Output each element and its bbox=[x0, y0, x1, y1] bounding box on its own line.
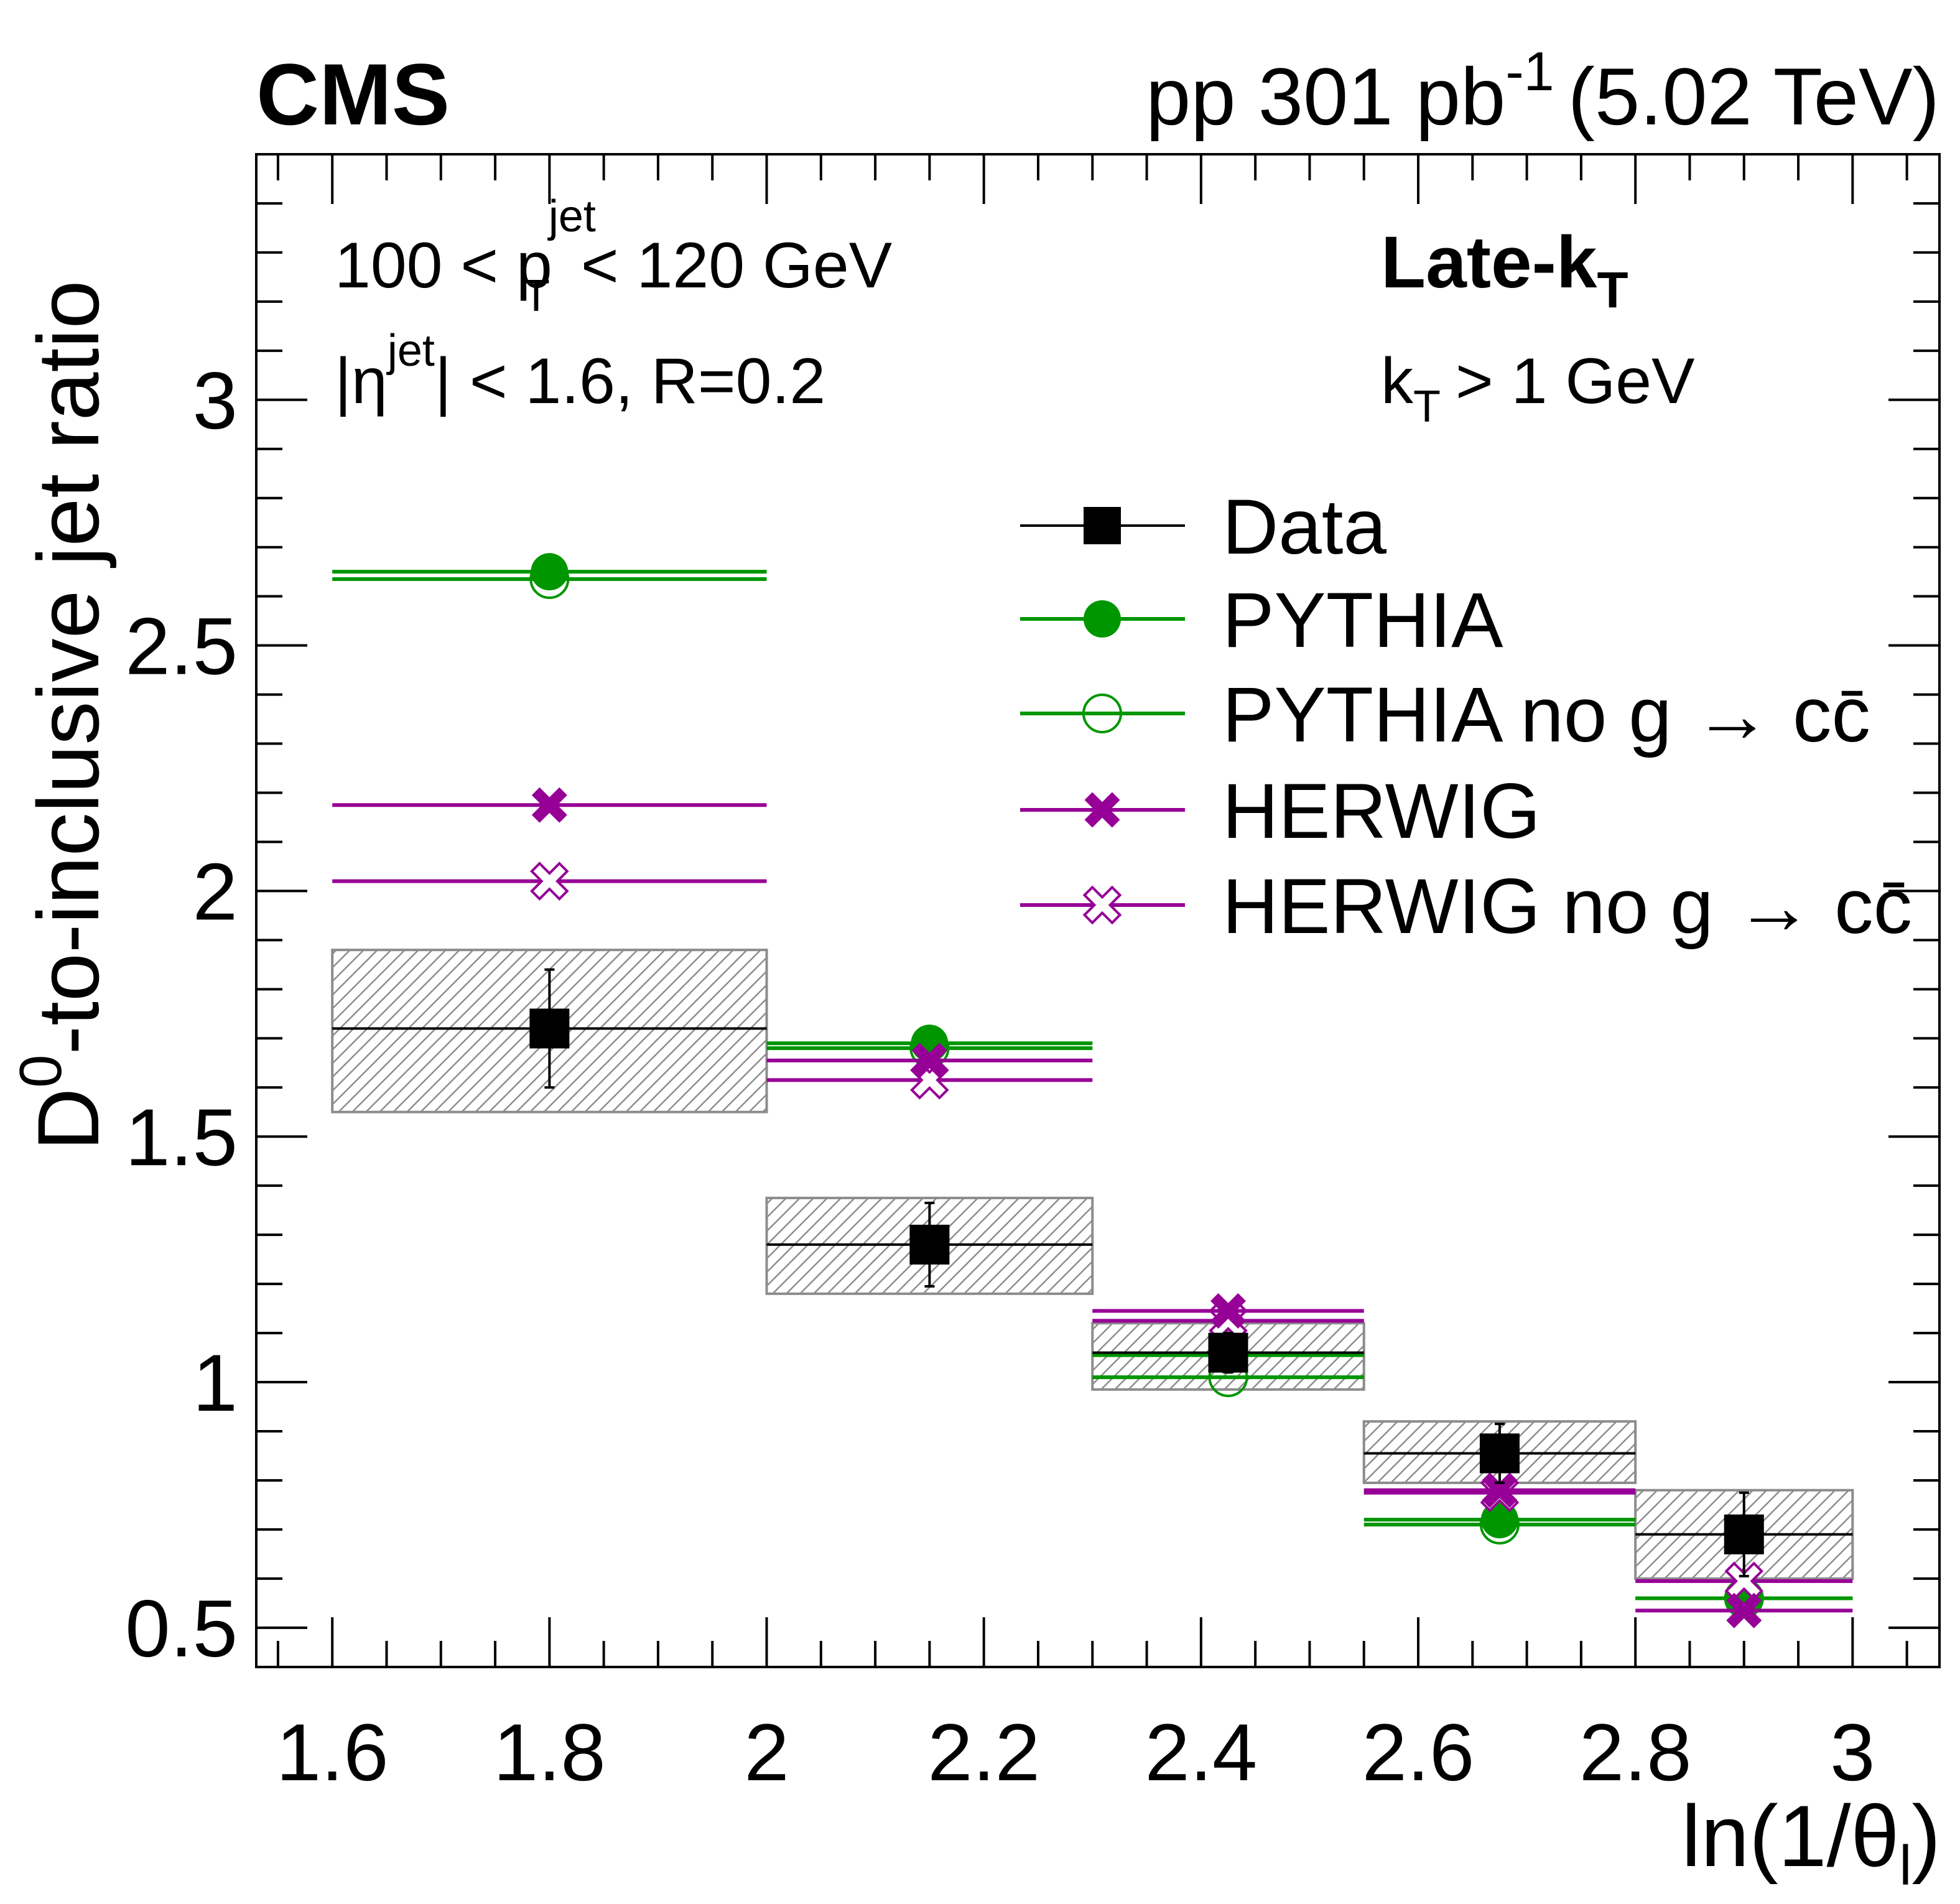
legend-label: Data bbox=[1222, 484, 1387, 570]
y-tick-label: 2.5 bbox=[125, 601, 238, 692]
legend-label: HERWIG bbox=[1222, 768, 1541, 855]
x-tick-label: 1.6 bbox=[276, 1707, 389, 1798]
legend-label: PYTHIA bbox=[1222, 577, 1503, 664]
herwig_nog-point bbox=[530, 861, 569, 901]
herwig-point bbox=[1726, 1592, 1762, 1628]
herwig-point bbox=[1482, 1472, 1518, 1508]
x-tick-label: 2.2 bbox=[927, 1707, 1040, 1798]
x-tick-label: 2.6 bbox=[1362, 1707, 1475, 1798]
y-tick-label: 3 bbox=[193, 355, 238, 446]
legend-label: PYTHIA no g → cc̄ bbox=[1222, 672, 1870, 758]
legend-entry-herwig_nog: HERWIG no g → cc̄ bbox=[1020, 863, 1912, 950]
data-point bbox=[909, 1224, 950, 1265]
luminosity-label: pp 301 pb-1 (5.02 TeV) bbox=[1146, 40, 1939, 142]
axes: 1.6 1.8 2 2.2 2.4 2.6 2.8 3 0.5 1 1.5 2 2.5 3 bbox=[125, 154, 1939, 1798]
plot-frame bbox=[255, 153, 1941, 1668]
x-tick-label: 1.8 bbox=[493, 1707, 606, 1798]
herwig-point bbox=[1210, 1293, 1246, 1329]
y-tick-label: 2 bbox=[193, 846, 238, 937]
y-tick-label: 1.5 bbox=[125, 1092, 238, 1182]
legend-marker bbox=[1082, 885, 1122, 925]
data-point bbox=[1724, 1514, 1764, 1554]
y-tick-label: 1 bbox=[193, 1337, 238, 1428]
legend-entry-pythia: PYTHIA bbox=[1020, 577, 1503, 664]
y-axis-title: D0-to-inclusive jet ratio bbox=[7, 281, 117, 1151]
data-point bbox=[529, 1008, 570, 1049]
series-herwig bbox=[332, 787, 1853, 1628]
herwig-point bbox=[911, 1043, 947, 1079]
herwig-point bbox=[531, 787, 567, 823]
x-tick-label: 3 bbox=[1830, 1707, 1875, 1798]
legend-label: HERWIG no g → cc̄ bbox=[1222, 863, 1912, 950]
x-tick-label: 2.8 bbox=[1579, 1707, 1692, 1798]
scheme-label: Late-kT bbox=[1381, 221, 1628, 318]
x-tick-label: 2.4 bbox=[1145, 1707, 1257, 1798]
legend-marker bbox=[1082, 694, 1122, 733]
data-point bbox=[1208, 1332, 1248, 1373]
legend-entry-pythia_nog: PYTHIA no g → cc̄ bbox=[1020, 672, 1870, 758]
data-series bbox=[332, 968, 1853, 1577]
pt-range-label: 100 < pjet T < 120 GeV bbox=[335, 192, 892, 321]
x-tick-label: 2 bbox=[744, 1707, 789, 1798]
pythia-point bbox=[531, 553, 569, 591]
x-axis-title: ln(1/θl) bbox=[1681, 1787, 1941, 1897]
legend-entry-herwig: HERWIG bbox=[1020, 768, 1541, 855]
legend-marker bbox=[1084, 507, 1121, 544]
experiment-label: CMS bbox=[256, 45, 450, 143]
selection-annotations: 100 < pjet T < 120 GeV |ηjet| < 1.6, R=0.2… bbox=[335, 192, 1694, 432]
legend-marker bbox=[1084, 600, 1121, 638]
legend-entry-data: Data bbox=[1020, 484, 1387, 570]
data-point bbox=[1479, 1433, 1520, 1474]
legend-marker bbox=[1084, 792, 1120, 828]
kt-cut-label: kT > 1 GeV bbox=[1381, 345, 1694, 432]
eta-range-label: |ηjet| < 1.6, R=0.2 bbox=[335, 326, 825, 417]
y-tick-label: 0.5 bbox=[125, 1583, 238, 1674]
